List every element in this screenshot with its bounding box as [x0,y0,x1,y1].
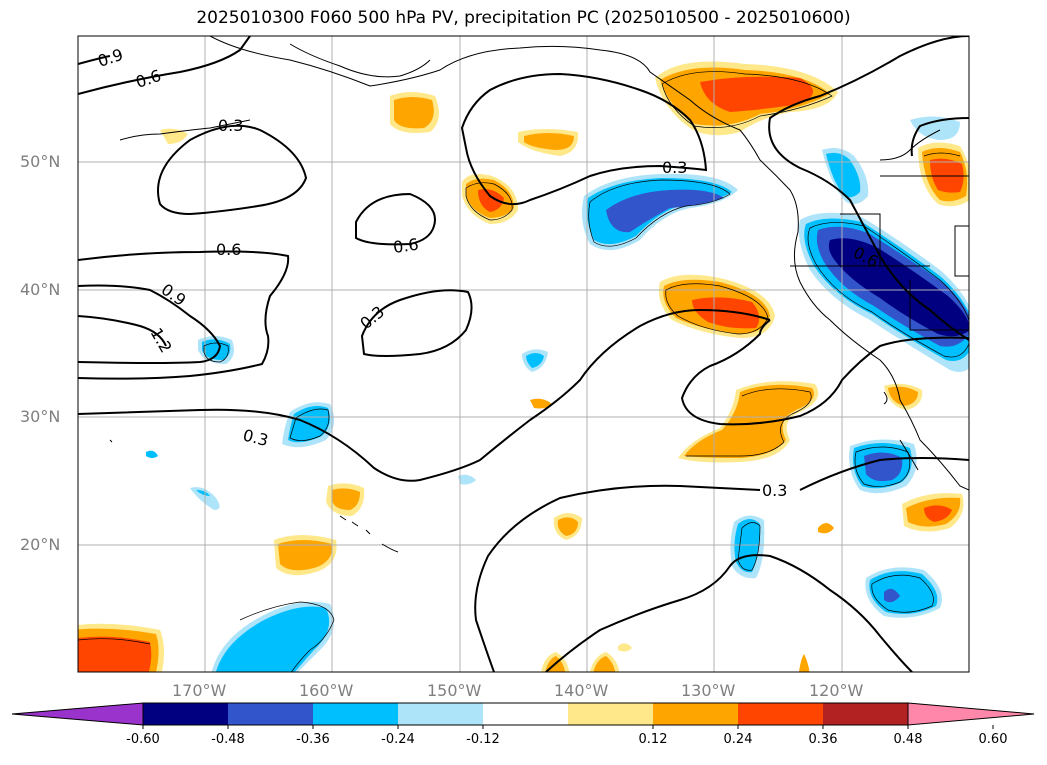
lon-label: 130°W [681,681,736,700]
precip-patch [215,606,329,672]
pv-contour [460,72,708,206]
precip-patch [524,133,574,150]
precip-patch [160,128,188,144]
precip-outlines [78,71,969,672]
pv-contour [545,554,913,672]
precip-patch [202,339,231,360]
precip-patch [618,643,632,652]
contour-label: 0.6 [216,240,241,259]
pv-contour [78,315,167,347]
pv-contour [360,289,473,357]
precip-patch [884,588,900,603]
precip-patch [888,386,918,406]
precip-patch [828,238,969,337]
colorbar-box [143,703,228,725]
precip-patch [593,656,616,672]
colorbar-tick-label: -0.48 [211,732,245,747]
precip-patch [146,450,158,458]
precip-patch [78,636,152,672]
precip-patch [692,297,760,329]
contour-label: 0.3 [218,116,243,135]
colorbar-tick-label: -0.12 [466,732,500,747]
precip-patch [684,384,814,458]
colorbar-box [823,703,908,725]
pv-contour [799,457,969,491]
precip-patch [700,76,813,112]
contour-label: 0.3 [762,481,787,500]
pv-contour [910,117,969,157]
colorbar-tick-label: 0.24 [723,732,753,747]
pv-contour [768,36,969,341]
colorbar-box [398,703,483,725]
lat-label: 40°N [20,280,61,299]
precip-patch [332,488,360,510]
precip-patch [458,474,476,485]
colorbar-extend-high [907,702,1035,726]
lon-label: 170°W [172,681,227,700]
precip-patch [924,505,952,522]
colorbar-box [738,703,823,725]
precip-patch [530,398,552,409]
lon-label: 120°W [809,681,864,700]
colorbar-tick-label: 0.48 [893,732,923,747]
precip-patch [798,654,810,672]
colorbar-box [653,703,738,725]
pv-contour [355,192,436,246]
precip-patch [394,97,434,129]
map-title: 2025010300 F060 500 hPa PV, precipitatio… [196,8,851,28]
precip-patch [606,189,724,233]
lat-label: 50°N [20,152,61,171]
colorbar-tick-label: 0.12 [638,732,668,747]
precip-patch [869,571,938,614]
colorbar-box [228,703,313,725]
precip-patch [196,490,210,496]
pv-contour [78,250,290,380]
pv-contour [680,319,969,426]
precip-patch [557,517,578,536]
pv-contours [78,36,969,672]
colorbar-box [483,703,568,725]
pv-contour [78,55,111,65]
pv-contour [78,308,771,482]
map-plot-area: 0.9 0.6 0.3 0.6 0.6 0.9 1.2 0.3 0.3 0.3 … [78,36,969,672]
lon-label: 160°W [299,681,354,700]
colorbar-box [313,703,398,725]
precip-patch [910,116,960,140]
precip-patch [478,189,504,212]
precip-patch [864,452,903,482]
colorbar-box [568,703,653,725]
map-frame [77,35,970,673]
pv-contour [78,284,222,364]
lon-label: 150°W [427,681,482,700]
precip-patch [734,519,760,573]
lon-label: 140°W [554,681,609,700]
precip-patch [278,540,333,571]
precip-patch [826,152,861,198]
colorbar-frame [142,702,909,726]
pv-contour [157,124,308,216]
colorbar [11,702,1035,729]
pv-contour [474,484,761,672]
colorbar-tick-label: 0.36 [808,732,838,747]
gridlines [78,36,969,672]
contour-label: 0.6 [392,235,420,257]
colorbar-extend-low [11,702,144,726]
colorbar-tick-label: 0.60 [978,732,1008,747]
lat-label: 30°N [20,407,61,426]
coastlines [109,36,969,553]
lat-label: 20°N [20,535,61,554]
contour-label: 0.3 [662,158,687,177]
colorbar-tick-label: -0.60 [126,732,160,747]
colorbar-tick-label: -0.24 [381,732,415,747]
precip-patch [526,353,544,368]
precip-patches [78,61,969,672]
colorbar-tick-label: -0.36 [296,732,330,747]
precip-patch [818,523,834,534]
pv-contour [78,36,251,95]
